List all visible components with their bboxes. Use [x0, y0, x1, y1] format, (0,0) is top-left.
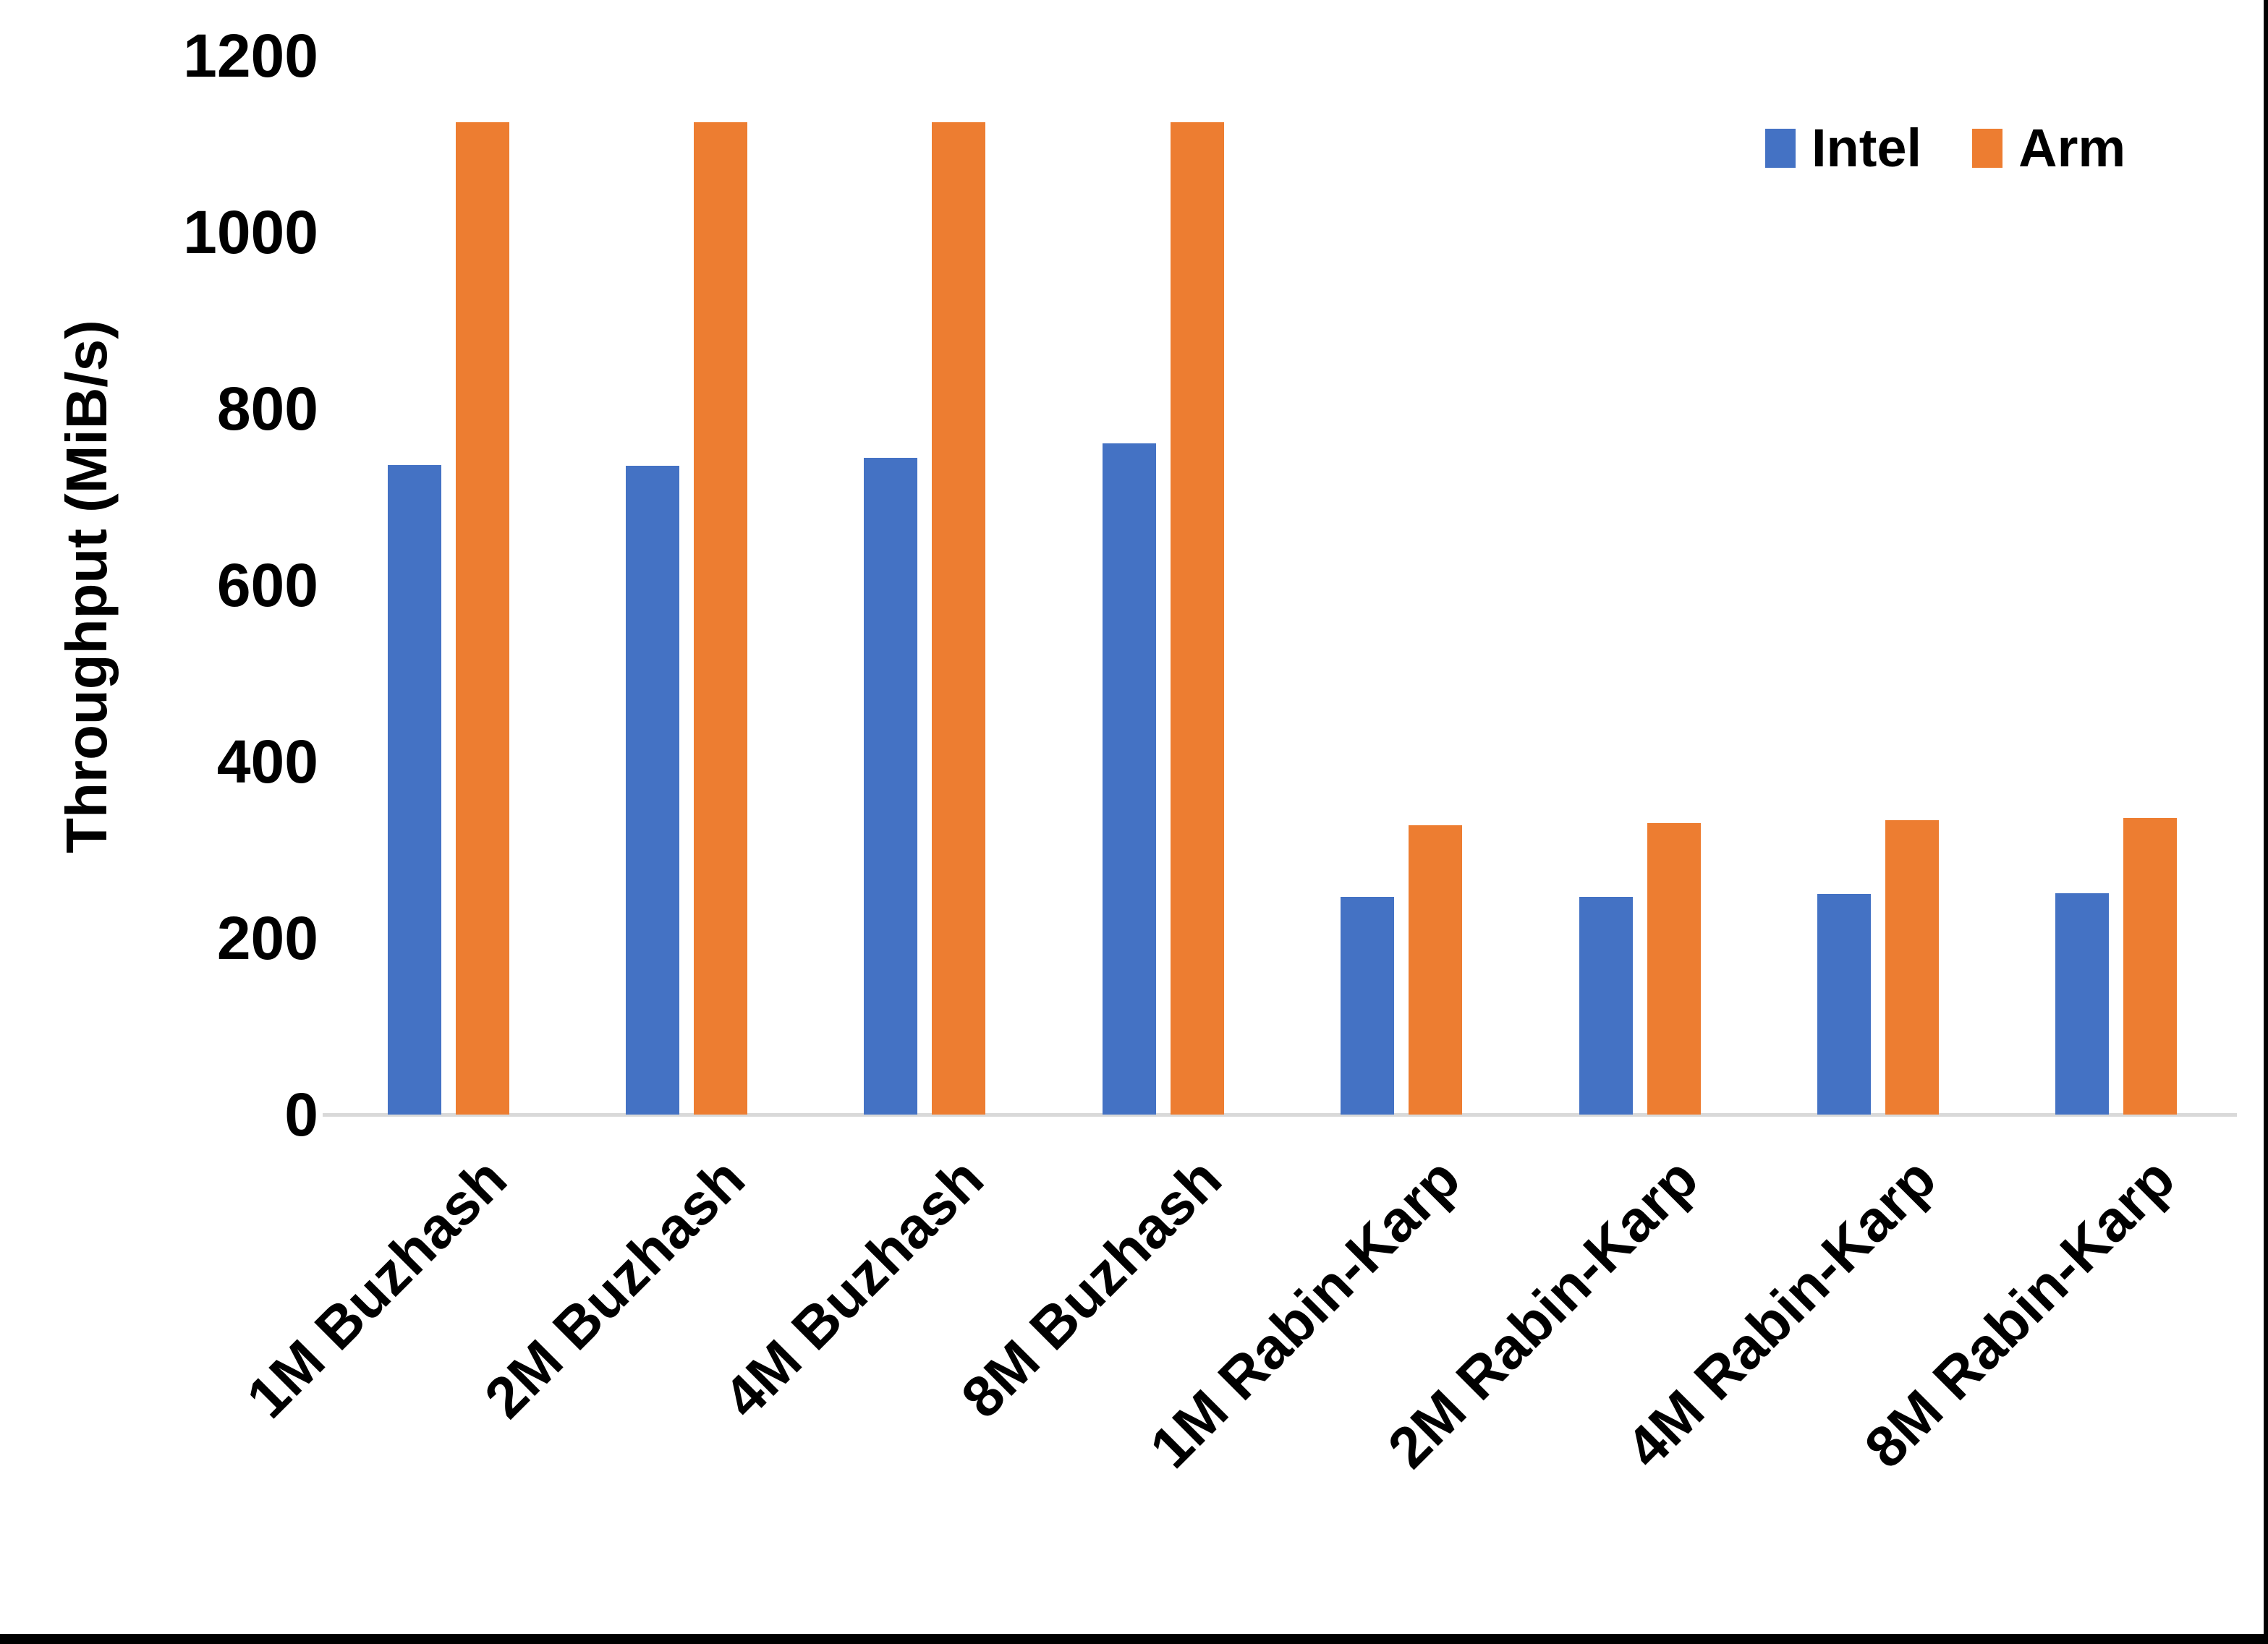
bar-arm-2m-rabin-karp [1647, 823, 1701, 1115]
legend-label-intel: Intel [1812, 118, 1922, 178]
legend-swatch-intel [1765, 129, 1796, 168]
bar-intel-4m-buzhash [864, 458, 918, 1115]
legend-label-arm: Arm [2018, 118, 2126, 178]
y-tick-label-800: 800 [216, 375, 318, 443]
bar-arm-1m-rabin-karp [1409, 825, 1463, 1115]
bar-intel-2m-buzhash [626, 466, 680, 1115]
bar-intel-2m-rabin-karp [1579, 896, 1633, 1115]
legend-swatch-arm [1972, 129, 2003, 168]
bar-intel-8m-rabin-karp [2055, 893, 2110, 1115]
y-tick-label-1200: 1200 [183, 22, 318, 90]
bar-arm-2m-buzhash [694, 122, 748, 1115]
bar-arm-1m-buzhash [455, 122, 509, 1115]
x-axis-line [323, 1113, 2237, 1117]
y-tick-label-0: 0 [284, 1081, 318, 1149]
y-tick-label-600: 600 [216, 551, 318, 619]
bar-arm-8m-rabin-karp [2123, 818, 2178, 1115]
bar-intel-4m-rabin-karp [1817, 894, 1871, 1115]
y-tick-label-200: 200 [216, 904, 318, 972]
plot-area [329, 56, 2235, 1115]
bar-intel-8m-buzhash [1102, 443, 1156, 1115]
bar-arm-4m-rabin-karp [1885, 819, 1939, 1115]
bar-intel-1m-rabin-karp [1341, 896, 1395, 1115]
legend-item-arm: Arm [1972, 122, 2125, 175]
y-tick-label-1000: 1000 [183, 198, 318, 266]
bar-intel-1m-buzhash [387, 465, 441, 1115]
screenshot-bottom-border [0, 1634, 2268, 1644]
bar-arm-8m-buzhash [1170, 122, 1224, 1115]
y-tick-label-400: 400 [216, 728, 318, 796]
legend-item-intel: Intel [1765, 122, 1921, 175]
screenshot-right-border [2264, 0, 2268, 1644]
legend: Intel Arm [1765, 122, 2125, 175]
bar-arm-4m-buzhash [932, 122, 986, 1115]
